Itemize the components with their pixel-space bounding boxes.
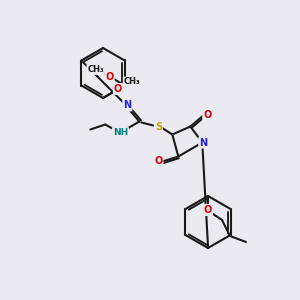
Text: O: O	[106, 71, 114, 82]
Text: O: O	[204, 205, 212, 215]
Text: CH₃: CH₃	[87, 65, 104, 74]
Text: O: O	[203, 110, 212, 121]
Text: O: O	[154, 157, 163, 166]
Text: O: O	[114, 84, 122, 94]
Text: S: S	[155, 122, 162, 131]
Text: N: N	[123, 100, 131, 110]
Text: N: N	[199, 137, 207, 148]
Text: CH₃: CH₃	[124, 77, 140, 86]
Text: NH: NH	[113, 128, 128, 137]
